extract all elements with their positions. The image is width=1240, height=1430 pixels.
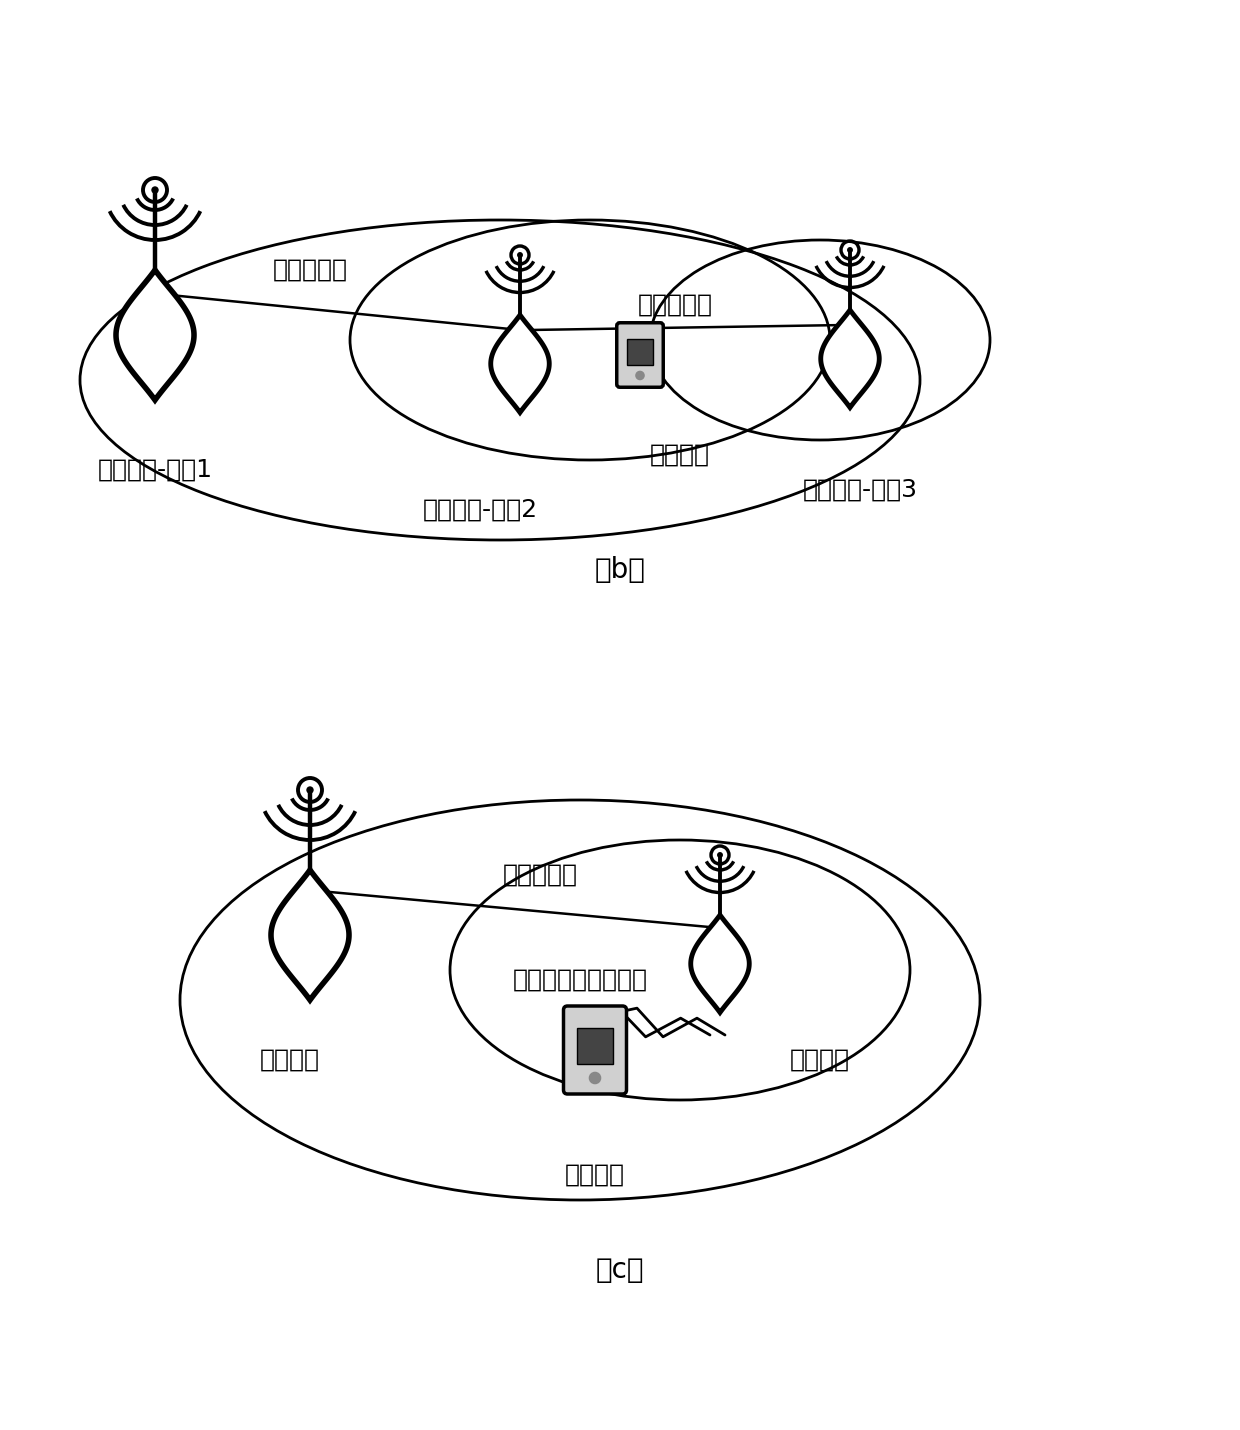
Circle shape bbox=[589, 1072, 600, 1084]
Text: 连接态专用参考信号: 连接态专用参考信号 bbox=[512, 968, 647, 992]
Text: 第三网元-频点3: 第三网元-频点3 bbox=[802, 478, 918, 502]
Text: 第二网元: 第二网元 bbox=[790, 1048, 849, 1072]
Circle shape bbox=[636, 372, 644, 379]
Circle shape bbox=[848, 247, 852, 252]
Text: （b）: （b） bbox=[594, 556, 646, 583]
Polygon shape bbox=[491, 315, 549, 412]
Text: 第一网元: 第一网元 bbox=[260, 1048, 320, 1072]
Polygon shape bbox=[821, 310, 879, 408]
Text: 用户设备: 用户设备 bbox=[650, 443, 711, 468]
Circle shape bbox=[718, 852, 722, 857]
Circle shape bbox=[518, 253, 522, 257]
Circle shape bbox=[308, 787, 312, 794]
FancyBboxPatch shape bbox=[563, 1005, 626, 1094]
Text: 网元间接口: 网元间接口 bbox=[637, 293, 713, 317]
Text: 用户设备: 用户设备 bbox=[565, 1163, 625, 1187]
Text: （c）: （c） bbox=[595, 1256, 645, 1284]
Text: 第二网元-频点2: 第二网元-频点2 bbox=[423, 498, 538, 522]
Circle shape bbox=[153, 187, 157, 193]
Polygon shape bbox=[117, 270, 193, 400]
Text: 第一网元-频点1: 第一网元-频点1 bbox=[98, 458, 212, 482]
Polygon shape bbox=[691, 915, 749, 1012]
Bar bbox=[577, 1028, 613, 1064]
Text: 网元间接口: 网元间接口 bbox=[273, 257, 347, 282]
Polygon shape bbox=[272, 869, 348, 1000]
Text: 网元间接口: 网元间接口 bbox=[502, 862, 578, 887]
Bar bbox=[627, 339, 653, 365]
FancyBboxPatch shape bbox=[616, 323, 663, 388]
